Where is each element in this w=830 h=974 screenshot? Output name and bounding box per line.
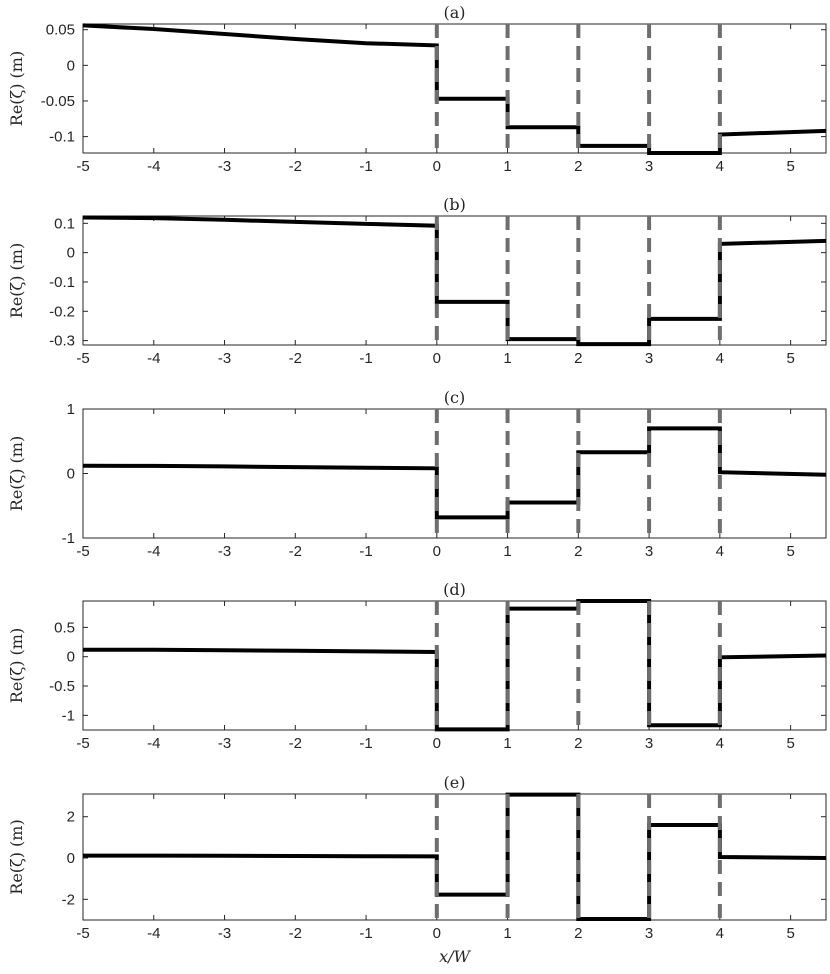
- x-tick-label: -5: [76, 158, 89, 175]
- x-tick-label: 5: [786, 350, 794, 367]
- y-axis-label: Re(ζ) (m): [7, 243, 26, 318]
- plot-area: [82, 600, 827, 731]
- series-line: [82, 215, 827, 347]
- x-tick-label: -2: [289, 350, 302, 367]
- y-tick-label: 0.05: [46, 22, 75, 39]
- x-tick-label: 0: [433, 925, 441, 942]
- x-tick-label: -3: [218, 158, 231, 175]
- y-axis-label: Re(ζ) (m): [7, 628, 26, 703]
- x-tick-label: 1: [503, 350, 511, 367]
- x-tick-label: -1: [359, 925, 372, 942]
- x-tick-label: -2: [289, 543, 302, 560]
- x-tick-label: 1: [503, 158, 511, 175]
- x-tick-label: -5: [76, 735, 89, 752]
- x-tick-label: 4: [716, 925, 724, 942]
- x-tick-label: -4: [147, 350, 160, 367]
- y-tick-label: 0: [67, 57, 75, 74]
- y-tick-label: -0.2: [49, 303, 75, 320]
- x-tick-label: 3: [645, 735, 653, 752]
- x-tick-label: -1: [359, 350, 372, 367]
- x-tick-label: 5: [786, 543, 794, 560]
- x-tick-label: 4: [716, 158, 724, 175]
- x-tick-label: 1: [503, 735, 511, 752]
- x-tick-label: 2: [574, 158, 582, 175]
- y-axis-label: Re(ζ) (m): [7, 436, 26, 511]
- x-tick-label: 4: [716, 735, 724, 752]
- x-tick-label: -3: [218, 925, 231, 942]
- x-tick-label: -5: [76, 543, 89, 560]
- x-tick-label: 0: [433, 543, 441, 560]
- x-tick-label: -1: [359, 158, 372, 175]
- x-tick-label: -4: [147, 543, 160, 560]
- panel-title: (c): [444, 388, 465, 407]
- panel-title: (b): [443, 195, 466, 214]
- y-tick-label: 0.1: [54, 215, 75, 232]
- chart-panel: (a) -5 -4 -3 -2 -1 0 1 2 3 4 5 0.05 0 -0.05 -0.1 Re(ζ) (…: [7, 3, 827, 175]
- plot-area: [82, 23, 827, 154]
- panel-title: (e): [444, 773, 466, 792]
- y-axis-label: Re(ζ) (m): [7, 51, 26, 126]
- x-tick-label: 1: [503, 543, 511, 560]
- y-tick-label: -2: [62, 891, 75, 908]
- x-tick-label: 5: [786, 158, 794, 175]
- chart-panel: (c) -5 -4 -3 -2 -1 0 1 2 3 4 5 1 0 -1 Re(ζ) (m): [7, 388, 827, 560]
- chart-panel: (d) -5 -4 -3 -2 -1 0 1 2 3 4 5 0.5 0 -0.5 -1 Re(ζ) (m): [7, 580, 827, 752]
- x-tick-label: 3: [645, 543, 653, 560]
- x-tick-label: -2: [289, 735, 302, 752]
- y-tick-label: 0: [67, 466, 75, 483]
- x-tick-label: -4: [147, 925, 160, 942]
- x-tick-label: 3: [645, 350, 653, 367]
- x-tick-label: 2: [574, 925, 582, 942]
- y-tick-label: -0.1: [49, 274, 75, 291]
- y-tick-label: -1: [62, 707, 75, 724]
- x-tick-label: 0: [433, 158, 441, 175]
- y-tick-label: -0.5: [49, 678, 75, 695]
- x-tick-label: -4: [147, 735, 160, 752]
- y-tick-label: -0.3: [49, 333, 75, 350]
- panel-title: (d): [443, 580, 466, 599]
- x-tick-label: -1: [359, 735, 372, 752]
- chart-panel: (b) -5 -4 -3 -2 -1 0 1 2 3 4 5 0.1 0 -0.1 -0.2 -0.3 Re(ζ)…: [7, 195, 827, 367]
- x-tick-label: 2: [574, 735, 582, 752]
- x-axis-label: x/W: [439, 947, 471, 966]
- x-tick-label: -5: [76, 925, 89, 942]
- y-tick-label: 1: [67, 401, 75, 418]
- y-tick-label: 0: [67, 245, 75, 262]
- y-tick-label: -0.1: [49, 129, 75, 146]
- chart-panel: (e) -5 -4 -3 -2 -1 0 1 2 3 4 5 2 0 -2 Re(ζ) (m) x/W: [7, 773, 827, 966]
- x-tick-label: -2: [289, 158, 302, 175]
- x-tick-label: 4: [716, 543, 724, 560]
- x-tick-label: 0: [433, 350, 441, 367]
- x-tick-label: 2: [574, 543, 582, 560]
- x-tick-label: -2: [289, 925, 302, 942]
- x-tick-label: 5: [786, 735, 794, 752]
- x-tick-label: 1: [503, 925, 511, 942]
- x-tick-label: 0: [433, 735, 441, 752]
- x-tick-label: 3: [645, 925, 653, 942]
- plot-area: [82, 215, 827, 346]
- x-tick-label: -3: [218, 350, 231, 367]
- x-tick-label: -5: [76, 350, 89, 367]
- y-tick-label: 0: [67, 649, 75, 666]
- x-tick-label: 5: [786, 925, 794, 942]
- x-tick-label: 4: [716, 350, 724, 367]
- x-tick-label: -4: [147, 158, 160, 175]
- y-tick-label: 2: [67, 809, 75, 826]
- panel-title: (a): [443, 3, 465, 22]
- x-tick-label: -1: [359, 543, 372, 560]
- y-axis-label: Re(ζ) (m): [7, 819, 26, 894]
- y-tick-label: 0: [67, 850, 75, 867]
- y-tick-label: -0.05: [41, 93, 75, 110]
- x-tick-label: -3: [218, 735, 231, 752]
- x-tick-label: 2: [574, 350, 582, 367]
- x-tick-label: 3: [645, 158, 653, 175]
- y-tick-label: 0.5: [54, 619, 75, 636]
- x-tick-label: -3: [218, 543, 231, 560]
- y-tick-label: -1: [62, 530, 75, 547]
